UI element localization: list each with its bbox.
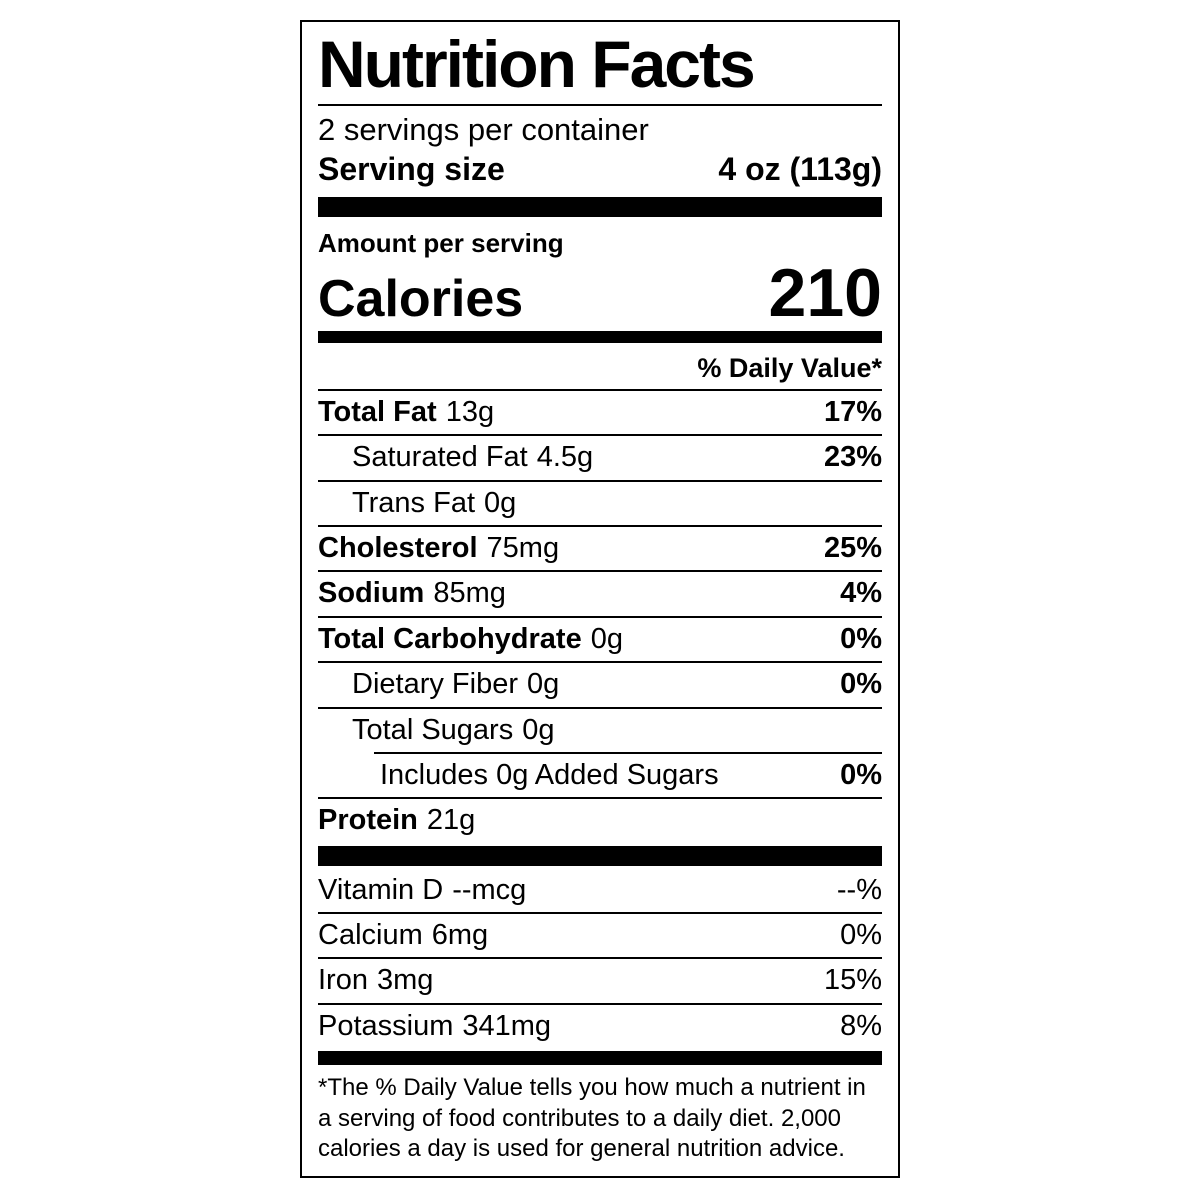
nutrient-name: Protein: [318, 804, 418, 837]
nutrient-amount: 21g: [426, 804, 476, 837]
section-divider-bar-bottom: [318, 1050, 882, 1065]
nutrient-amount: 4.5g: [536, 441, 594, 474]
nutrient-row-saturated-fat: Saturated Fat 4.5g 23%: [318, 434, 882, 479]
vitamin-row-vitamin-d: Vitamin D --mcg --%: [318, 869, 882, 912]
servings-per-container: 2 servings per container: [318, 111, 649, 147]
nutrient-row-trans-fat: Trans Fat 0g: [318, 479, 882, 525]
section-divider-bar-top: [318, 196, 882, 217]
vitamin-name: Iron: [318, 964, 368, 997]
nutrient-row-total-carbohydrate: Total Carbohydrate 0g 0%: [318, 615, 882, 661]
nutrient-row-sodium: Sodium 85mg 4%: [318, 570, 882, 615]
nutrient-amount: 0g: [522, 713, 555, 746]
nutrient-daily-value: 23%: [823, 441, 882, 474]
amount-per-serving-label: Amount per serving: [318, 227, 564, 258]
calories-row: Calories 210: [318, 259, 882, 327]
nutrient-daily-value: 0%: [840, 668, 882, 701]
nutrient-row-total-fat: Total Fat 13g 17%: [318, 389, 882, 434]
nutrient-name: Dietary Fiber: [352, 668, 518, 701]
nutrient-amount: 0g: [527, 668, 560, 701]
nutrient-row-dietary-fiber: Dietary Fiber 0g 0%: [318, 661, 882, 706]
nutrient-row-protein: Protein 21g: [318, 797, 882, 842]
nutrient-row-total-sugars: Total Sugars 0g: [318, 706, 882, 752]
vitamin-row-potassium: Potassium 341mg 8%: [318, 1002, 882, 1048]
serving-size-value: 4 oz (113g): [718, 151, 882, 188]
nutrient-daily-value: 0%: [840, 758, 882, 791]
vitamin-name: Calcium: [318, 918, 423, 951]
vitamin-name: Potassium: [318, 1009, 454, 1042]
vitamin-daily-value: 0%: [840, 918, 882, 951]
nutrient-name: Includes 0g Added Sugars: [380, 758, 719, 791]
nutrient-daily-value: 0%: [840, 622, 882, 655]
nutrient-name: Saturated Fat: [352, 441, 528, 474]
nutrient-daily-value: 25%: [823, 532, 882, 565]
nutrition-facts-label: Nutrition Facts 2 servings per container…: [300, 20, 900, 1178]
vitamin-amount: 341mg: [462, 1009, 552, 1042]
vitamin-name: Vitamin D: [318, 873, 444, 906]
nutrient-row-cholesterol: Cholesterol 75mg 25%: [318, 525, 882, 570]
vitamin-daily-value: --%: [836, 873, 882, 906]
nutrient-name: Cholesterol: [318, 532, 478, 565]
calories-label: Calories: [318, 269, 524, 328]
vitamin-daily-value: 8%: [840, 1009, 882, 1042]
nutrient-name: Total Carbohydrate: [318, 622, 582, 655]
nutrient-daily-value: 17%: [823, 396, 882, 429]
nutrient-daily-value: 4%: [840, 577, 882, 610]
vitamin-amount: 3mg: [376, 964, 434, 997]
serving-size-label: Serving size: [318, 151, 505, 188]
daily-value-header: % Daily Value*: [697, 352, 882, 383]
calories-value: 210: [768, 254, 882, 331]
section-divider-bar-protein: [318, 845, 882, 866]
vitamin-row-calcium: Calcium 6mg 0%: [318, 911, 882, 957]
nutrient-amount: 13g: [445, 396, 495, 429]
vitamin-daily-value: 15%: [823, 964, 882, 997]
vitamin-amount: --mcg: [452, 873, 527, 906]
nutrient-amount: 75mg: [486, 532, 560, 565]
nutrient-row-added-sugars: Includes 0g Added Sugars 0%: [374, 751, 882, 797]
daily-value-footnote: *The % Daily Value tells you how much a …: [318, 1073, 866, 1163]
serving-size-row: Serving size 4 oz (113g): [318, 149, 882, 193]
nutrient-amount: 0g: [484, 486, 517, 519]
label-title: Nutrition Facts: [318, 28, 882, 106]
vitamin-amount: 6mg: [431, 918, 489, 951]
nutrient-amount: 85mg: [433, 577, 506, 610]
vitamin-row-iron: Iron 3mg 15%: [318, 957, 882, 1002]
nutrient-name: Sodium: [318, 577, 425, 610]
nutrient-name: Total Sugars: [352, 713, 514, 746]
nutrient-amount: 0g: [590, 622, 623, 655]
section-divider-bar-calories: [318, 330, 882, 343]
nutrient-name: Trans Fat: [352, 486, 476, 519]
nutrient-name: Total Fat: [318, 396, 437, 429]
